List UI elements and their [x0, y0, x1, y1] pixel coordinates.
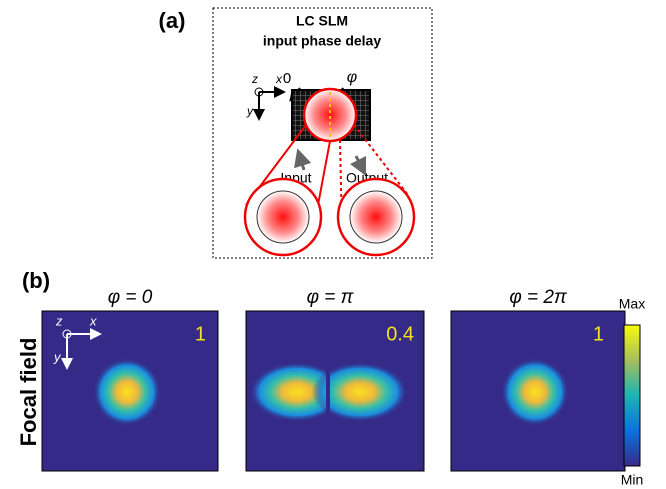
focal-spot [501, 358, 569, 426]
panel-label: (a) [159, 8, 186, 33]
beam [257, 191, 309, 243]
panel-title: φ = 2π [509, 287, 568, 308]
axis-label: x [275, 72, 283, 86]
relative-intensity: 0.4 [386, 323, 414, 345]
colorbar-label: Min [621, 472, 644, 488]
figure: (a) LC SLM input phase delay 0 φ z x y I… [0, 0, 666, 489]
arrow [356, 156, 362, 168]
phase-label: φ [347, 69, 357, 86]
title-line: input phase delay [263, 33, 381, 49]
relative-intensity: 1 [593, 323, 604, 345]
projection-line [318, 141, 330, 205]
axis-label: z [55, 313, 63, 328]
beam [350, 191, 402, 243]
phase-label: 0 [283, 70, 291, 87]
row-label: Focal field [16, 338, 41, 447]
panel-label: (b) [22, 268, 50, 293]
panel-title: φ = 0 [108, 287, 153, 308]
panel-title: φ = π [307, 287, 355, 308]
axis-label: x [89, 313, 97, 328]
axis-label: y [246, 104, 254, 118]
title-line: LC SLM [296, 13, 348, 29]
arrow [300, 157, 304, 170]
relative-intensity: 1 [195, 323, 206, 345]
focal-spot [93, 358, 161, 426]
axis-label: z [251, 72, 258, 86]
beam [304, 89, 356, 141]
colorbar-label: Max [619, 296, 645, 312]
colorbar [624, 325, 640, 466]
